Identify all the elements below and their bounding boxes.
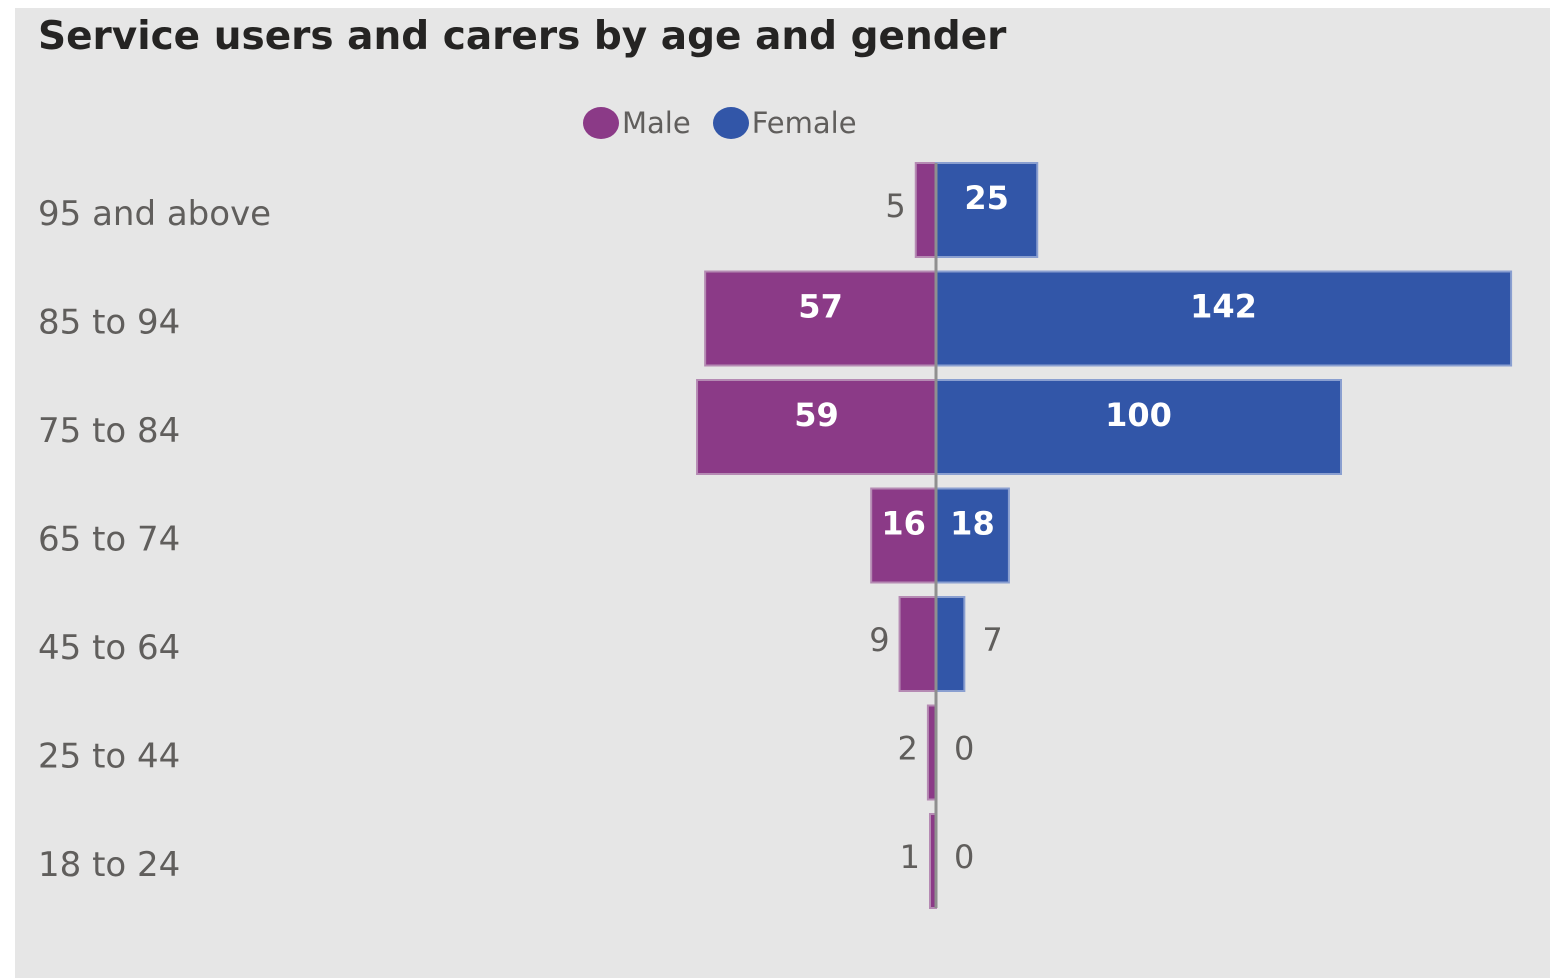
data-label-female-75-to-84: 100 xyxy=(1105,396,1172,434)
bar-female-95-and-above[interactable] xyxy=(935,162,1039,258)
data-label-male-45-to-64: 9 xyxy=(869,621,889,659)
data-label-female-45-to-64: 7 xyxy=(982,621,1002,659)
chart-title: Service users and carers by age and gend… xyxy=(38,14,1007,59)
data-label-female-85-to-94: 142 xyxy=(1190,288,1257,326)
chart-panel xyxy=(15,8,1550,978)
chart-legend[interactable]: Male Female xyxy=(583,105,879,141)
category-label-75-to-84: 75 to 84 xyxy=(38,411,180,451)
category-label-25-to-44: 25 to 44 xyxy=(38,737,180,777)
bar-male-85-to-94[interactable] xyxy=(704,270,938,367)
bar-male-75-to-84[interactable] xyxy=(696,379,937,475)
data-label-female-25-to-44: 0 xyxy=(954,730,974,768)
bar-male-65-to-74[interactable] xyxy=(870,487,938,584)
legend-label-female: Female xyxy=(751,106,857,140)
data-label-male-85-to-94: 57 xyxy=(798,288,843,326)
legend-item-male[interactable]: Male xyxy=(583,106,691,140)
data-label-male-25-to-44: 2 xyxy=(898,730,918,768)
data-label-female-65-to-74: 18 xyxy=(950,505,995,543)
bar-female-75-to-84[interactable] xyxy=(935,379,1342,475)
data-label-male-95-and-above: 5 xyxy=(885,187,905,225)
data-label-male-75-to-84: 59 xyxy=(794,396,839,434)
bar-male-95-and-above[interactable] xyxy=(914,162,937,258)
legend-item-female[interactable]: Female xyxy=(712,106,857,140)
category-label-95-and-above: 95 and above xyxy=(38,194,271,234)
category-label-45-to-64: 45 to 64 xyxy=(38,628,180,668)
bar-male-45-to-64[interactable] xyxy=(898,596,937,692)
data-label-female-18-to-24: 0 xyxy=(954,838,974,876)
bar-female-85-to-94[interactable] xyxy=(935,270,1513,367)
category-label-65-to-74: 65 to 74 xyxy=(38,520,180,560)
category-label-18-to-24: 18 to 24 xyxy=(38,845,180,885)
bar-female-65-to-74[interactable] xyxy=(935,487,1010,584)
legend-marker-female xyxy=(712,107,749,139)
legend-label-male: Male xyxy=(622,106,691,140)
legend-marker-male xyxy=(583,107,619,139)
data-label-male-18-to-24: 1 xyxy=(900,838,920,876)
category-label-85-to-94: 85 to 94 xyxy=(38,303,180,343)
data-label-female-95-and-above: 25 xyxy=(964,179,1009,217)
data-label-male-65-to-74: 16 xyxy=(881,505,926,543)
bar-female-45-to-64[interactable] xyxy=(935,596,966,692)
